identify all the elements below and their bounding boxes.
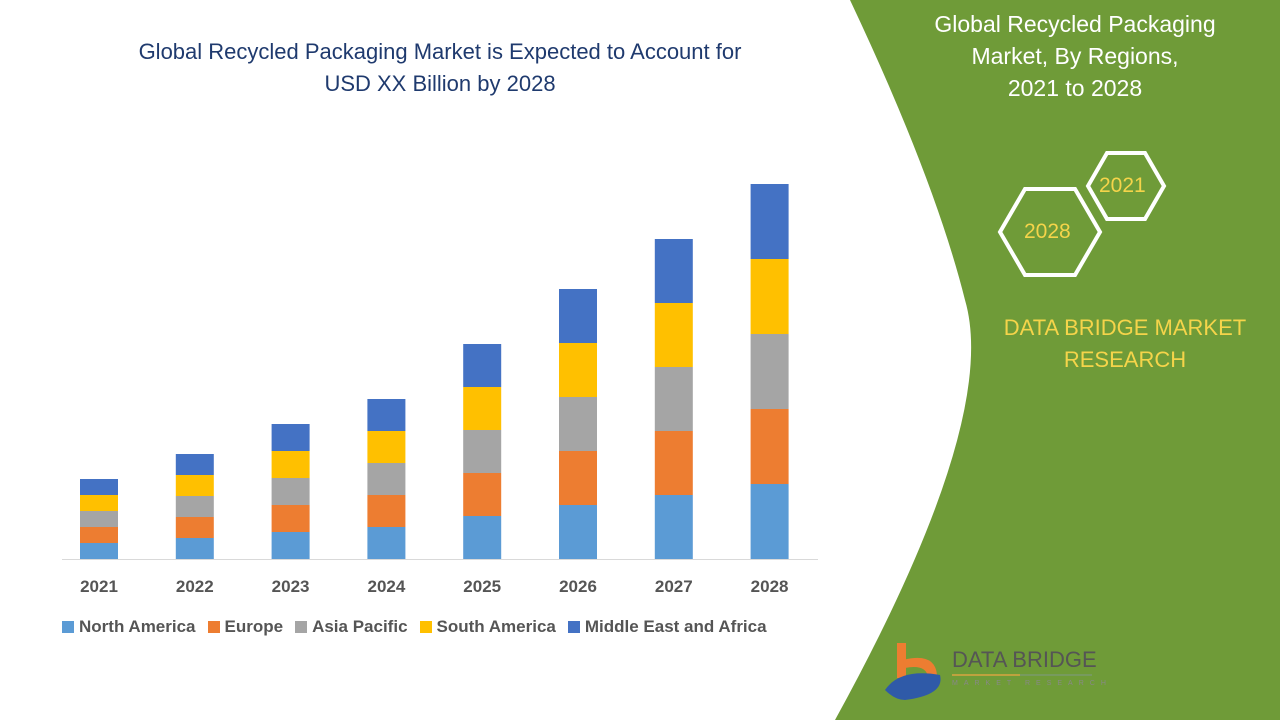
bar-2021-north-america <box>80 543 118 559</box>
bar-2024-asia-pacific <box>367 463 406 495</box>
x-tick-2026: 2026 <box>559 577 597 596</box>
bar-2022-south-america <box>175 475 214 496</box>
legend-item: Asia Pacific <box>295 617 408 637</box>
bar-2021-asia-pacific <box>80 511 118 527</box>
bars <box>80 184 789 559</box>
side-title: Global Recycled Packaging Market, By Reg… <box>900 8 1250 104</box>
bar-2026-north-america <box>559 505 597 559</box>
bar-2022-europe <box>175 517 214 538</box>
bar-2023-europe <box>271 505 310 532</box>
logo-name: DATA BRIDGE <box>952 647 1097 672</box>
bar-2025-middle-east-and-africa <box>463 344 502 387</box>
hex-label-2028: 2028 <box>1024 220 1071 243</box>
bar-2027-europe <box>654 431 693 495</box>
x-tick-2025: 2025 <box>463 577 501 596</box>
legend-swatch <box>207 621 220 633</box>
bar-2023-north-america <box>271 532 310 559</box>
bar-2027-north-america <box>654 495 693 559</box>
title-line-1: Global Recycled Packaging Market is Expe… <box>138 39 742 64</box>
bar-2028-asia-pacific <box>750 334 789 409</box>
bar-2023-asia-pacific <box>271 478 310 505</box>
bar-2025-europe <box>463 473 502 516</box>
hex-label-2021: 2021 <box>1099 174 1146 197</box>
side-title-line-1: Global Recycled Packaging <box>934 11 1216 37</box>
bar-2026-middle-east-and-africa <box>559 289 597 343</box>
x-tick-labels: 2021 2022 2023 2024 2025 2026 2027 2028 <box>80 577 788 596</box>
brand-line-1: DATA BRIDGE MARKET <box>1003 315 1247 340</box>
bar-2027-middle-east-and-africa <box>654 239 693 303</box>
bar-2024-south-america <box>367 431 406 463</box>
bar-2025-asia-pacific <box>463 430 502 473</box>
legend-label: Asia Pacific <box>312 617 408 636</box>
legend-item: North America <box>62 617 196 637</box>
side-panel-shape <box>835 0 1280 720</box>
bar-2024-europe <box>367 495 406 527</box>
side-title-line-2: Market, By Regions, <box>971 43 1179 69</box>
chart-title: Global Recycled Packaging Market is Expe… <box>80 36 800 100</box>
legend-swatch <box>295 621 308 633</box>
bar-2022-middle-east-and-africa <box>175 454 214 475</box>
legend-label: Europe <box>224 617 284 636</box>
hexagon-2021 <box>1085 151 1167 221</box>
bar-2021-south-america <box>80 495 118 511</box>
x-tick-2023: 2023 <box>272 577 310 596</box>
legend: North America Europe Asia Pacific South Ame… <box>62 617 767 637</box>
logo-icon <box>885 643 1092 700</box>
bar-2028-north-america <box>750 484 789 559</box>
x-tick-2022: 2022 <box>176 577 214 596</box>
bar-2024-north-america <box>367 527 406 559</box>
legend-swatch <box>567 621 580 633</box>
legend-item: Europe <box>207 617 284 637</box>
legend-swatch <box>419 621 432 633</box>
bar-2027-asia-pacific <box>654 367 693 431</box>
legend-label: South America <box>436 617 556 636</box>
bar-2022-north-america <box>175 538 214 559</box>
bar-2026-south-america <box>559 343 597 397</box>
legend-swatch <box>62 621 74 633</box>
bar-2021-middle-east-and-africa <box>80 479 118 495</box>
bar-2023-middle-east-and-africa <box>271 424 310 451</box>
brand-text: DATA BRIDGE MARKET RESEARCH <box>985 312 1265 376</box>
logo-tagline: MARKET RESEARCH <box>952 680 1112 687</box>
bar-2021-europe <box>80 527 118 543</box>
bar-2022-asia-pacific <box>175 496 214 517</box>
bar-2028-south-america <box>750 259 789 334</box>
bar-2028-europe <box>750 409 789 484</box>
title-line-2: USD XX Billion by 2028 <box>324 71 556 96</box>
x-tick-2024: 2024 <box>367 577 405 596</box>
bar-2025-south-america <box>463 387 502 430</box>
legend-item: Middle East and Africa <box>567 617 767 637</box>
side-title-line-3: 2021 to 2028 <box>1007 75 1143 101</box>
bar-2024-middle-east-and-africa <box>367 399 406 431</box>
hexagon-2028 <box>997 187 1103 277</box>
bar-2025-north-america <box>463 516 502 559</box>
bar-2026-asia-pacific <box>559 397 597 451</box>
brand-line-2: RESEARCH <box>1063 347 1187 372</box>
bar-2023-south-america <box>271 451 310 478</box>
bar-2028-middle-east-and-africa <box>750 184 789 259</box>
x-tick-2021: 2021 <box>80 577 118 596</box>
legend-item: South America <box>419 617 556 637</box>
x-tick-2027: 2027 <box>655 577 693 596</box>
legend-label: North America <box>79 617 196 636</box>
bar-2026-europe <box>559 451 597 505</box>
x-tick-2028: 2028 <box>751 577 789 596</box>
bar-2027-south-america <box>654 303 693 367</box>
legend-label: Middle East and Africa <box>584 617 767 636</box>
